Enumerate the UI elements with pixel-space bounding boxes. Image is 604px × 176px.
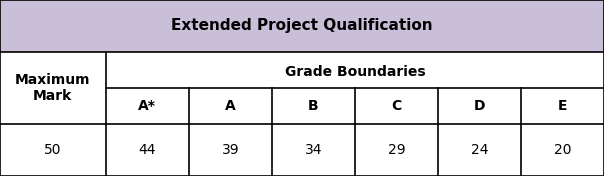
Text: 39: 39: [222, 143, 239, 157]
Text: 24: 24: [471, 143, 488, 157]
Text: Maximum
Mark: Maximum Mark: [15, 73, 91, 103]
Text: A*: A*: [138, 99, 156, 113]
Text: 29: 29: [388, 143, 405, 157]
Text: 20: 20: [554, 143, 571, 157]
Text: Extended Project Qualification: Extended Project Qualification: [171, 18, 433, 33]
Text: 44: 44: [138, 143, 156, 157]
Text: E: E: [557, 99, 567, 113]
Text: D: D: [474, 99, 485, 113]
Bar: [0, 0, 604, 52]
Bar: [0, 124, 604, 176]
Text: C: C: [391, 99, 402, 113]
Text: 34: 34: [304, 143, 322, 157]
Text: A: A: [225, 99, 236, 113]
Text: B: B: [308, 99, 319, 113]
Text: Grade Boundaries: Grade Boundaries: [284, 65, 425, 79]
Bar: [0, 52, 604, 124]
Text: 50: 50: [44, 143, 62, 157]
